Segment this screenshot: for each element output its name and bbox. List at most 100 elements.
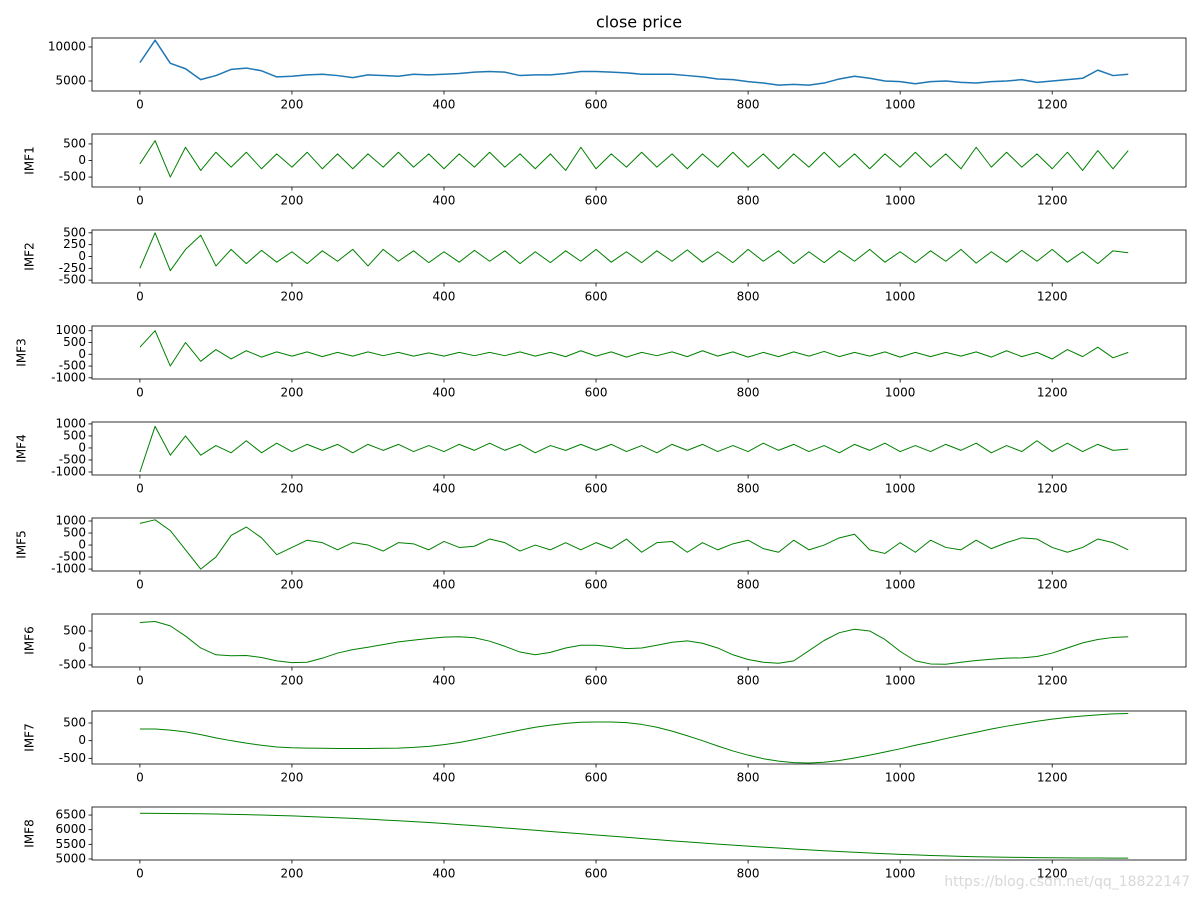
x-tick-label: 800 xyxy=(737,578,760,592)
x-tick-label: 400 xyxy=(433,482,456,496)
y-axis-label: IMF8 xyxy=(23,819,37,847)
x-tick-label: 1000 xyxy=(885,386,916,400)
series-line xyxy=(139,140,1129,178)
y-tick-label: 0 xyxy=(78,733,86,747)
x-tick-label: 0 xyxy=(136,482,144,496)
x-tick-label: 1000 xyxy=(885,771,916,785)
y-tick-label: 500 xyxy=(63,716,86,730)
y-tick-label: 1000 xyxy=(55,323,86,337)
x-tick-label: 200 xyxy=(280,386,303,400)
x-tick-label: 1200 xyxy=(1037,98,1068,112)
series-line xyxy=(139,232,1129,272)
x-tick-label: 1000 xyxy=(885,482,916,496)
x-tick-label: 0 xyxy=(136,290,144,304)
x-tick-label: 400 xyxy=(433,386,456,400)
x-tick-label: 800 xyxy=(737,290,760,304)
axes-frame xyxy=(91,806,1187,861)
y-tick-label: 5500 xyxy=(55,837,86,851)
x-tick-label: 0 xyxy=(136,867,144,881)
y-tick-label: -1000 xyxy=(51,370,86,384)
x-tick-label: 600 xyxy=(585,98,608,112)
x-tick-label: 200 xyxy=(280,674,303,688)
y-tick-label: 500 xyxy=(63,335,86,349)
chart-title: close price xyxy=(596,13,682,32)
x-tick-label: 200 xyxy=(280,98,303,112)
x-tick-label: 800 xyxy=(737,674,760,688)
y-tick-label: 0 xyxy=(78,153,86,167)
x-tick-label: 800 xyxy=(737,867,760,881)
x-tick-label: 1200 xyxy=(1037,771,1068,785)
x-tick-label: 200 xyxy=(280,771,303,785)
x-tick-label: 200 xyxy=(280,194,303,208)
y-axis-label: IMF2 xyxy=(23,242,37,270)
y-axis-label: IMF4 xyxy=(15,434,29,462)
x-tick-label: 200 xyxy=(280,867,303,881)
x-tick-label: 1000 xyxy=(885,98,916,112)
x-tick-label: 1000 xyxy=(885,867,916,881)
x-tick-label: 600 xyxy=(585,194,608,208)
x-tick-label: 800 xyxy=(737,771,760,785)
series-line xyxy=(139,39,1129,86)
x-tick-label: 400 xyxy=(433,867,456,881)
y-tick-label: -250 xyxy=(59,261,86,275)
subplot: 0 200 400 600 800 1000 1200 -500 0 500 IMF7 xyxy=(23,710,1187,785)
x-tick-label: 0 xyxy=(136,194,144,208)
y-tick-label: 5000 xyxy=(55,73,86,87)
y-axis-label: IMF3 xyxy=(15,338,29,366)
x-tick-label: 600 xyxy=(585,578,608,592)
y-axis-label: IMF6 xyxy=(23,626,37,654)
y-tick-label: 500 xyxy=(63,428,86,442)
axes-frame xyxy=(91,325,1187,380)
y-tick-label: -500 xyxy=(59,273,86,287)
x-tick-label: 800 xyxy=(737,482,760,496)
x-tick-label: 0 xyxy=(136,771,144,785)
series-line xyxy=(139,620,1129,665)
x-tick-label: 1000 xyxy=(885,194,916,208)
x-tick-label: 600 xyxy=(585,867,608,881)
y-tick-label: 0 xyxy=(78,640,86,654)
y-tick-label: 1000 xyxy=(55,416,86,430)
axes-frame xyxy=(91,710,1187,765)
y-tick-label: -500 xyxy=(59,751,86,765)
x-tick-label: 800 xyxy=(737,386,760,400)
x-tick-label: 200 xyxy=(280,482,303,496)
subplot: 0 200 400 600 800 1000 1200-1000-50005001000IM… xyxy=(15,323,1187,400)
x-tick-label: 1200 xyxy=(1037,290,1068,304)
y-tick-label: 0 xyxy=(78,440,86,454)
y-tick-label: 10000 xyxy=(48,39,86,53)
x-tick-label: 600 xyxy=(585,771,608,785)
subplot: 0 200 400 600 800 1000 1200 -500 0 500 IMF6 xyxy=(23,613,1187,688)
x-tick-label: 1000 xyxy=(885,578,916,592)
y-tick-label: -500 xyxy=(59,657,86,671)
y-tick-label: 6000 xyxy=(55,822,86,836)
x-tick-label: 200 xyxy=(280,578,303,592)
x-tick-label: 1200 xyxy=(1037,482,1068,496)
x-tick-label: 1200 xyxy=(1037,578,1068,592)
x-tick-label: 800 xyxy=(737,98,760,112)
y-tick-label: 500 xyxy=(63,526,86,540)
axes-frame xyxy=(91,37,1187,92)
x-tick-label: 0 xyxy=(136,386,144,400)
x-tick-label: 1000 xyxy=(885,674,916,688)
y-axis-label: IMF5 xyxy=(15,530,29,558)
x-tick-label: 1200 xyxy=(1037,867,1068,881)
x-tick-label: 600 xyxy=(585,482,608,496)
subplot: 0 200 400 600 800 1000 1200 5000 10000 close pric… xyxy=(48,13,1187,112)
series-line xyxy=(139,712,1129,764)
x-tick-label: 1200 xyxy=(1037,386,1068,400)
y-tick-label: 6500 xyxy=(55,808,86,822)
watermark: https://blog.csdn.net/qq_18822147 xyxy=(944,874,1190,890)
x-tick-label: 1200 xyxy=(1037,674,1068,688)
x-tick-label: 400 xyxy=(433,771,456,785)
x-tick-label: 200 xyxy=(280,290,303,304)
subplot: 0 200 400 600 800 1000 1200 -500 0 500 IMF1 xyxy=(23,133,1187,208)
y-axis-label: IMF1 xyxy=(23,146,37,174)
x-tick-label: 600 xyxy=(585,386,608,400)
y-tick-label: -1000 xyxy=(51,562,86,576)
y-tick-label: -500 xyxy=(59,359,86,373)
x-tick-label: 1200 xyxy=(1037,194,1068,208)
